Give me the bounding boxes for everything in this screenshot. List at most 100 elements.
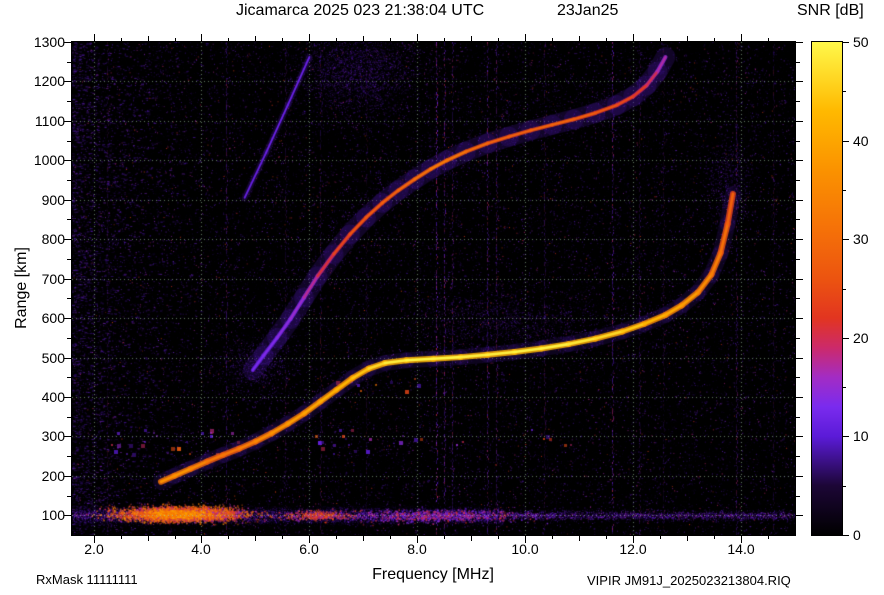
- y-tick: [64, 200, 71, 201]
- x-tick: [282, 536, 283, 539]
- x-tick: [498, 38, 499, 41]
- plot-date: 23Jan25: [557, 2, 619, 19]
- colorbar-tick: [843, 141, 849, 142]
- y-tick: [796, 101, 800, 102]
- y-tick: [796, 42, 803, 43]
- x-tick: [552, 38, 553, 41]
- x-tick-label: 12.0: [619, 541, 647, 557]
- x-tick: [444, 38, 445, 41]
- x-tick: [390, 536, 391, 539]
- y-tick: [796, 121, 803, 122]
- y-tick: [796, 200, 803, 201]
- x-tick: [687, 536, 688, 541]
- colorbar-tick: [843, 486, 846, 487]
- x-tick: [660, 536, 661, 539]
- x-tick: [714, 536, 715, 539]
- y-tick: [64, 160, 71, 161]
- x-tick: [94, 536, 95, 543]
- x-tick: [714, 38, 715, 41]
- y-tick: [796, 141, 800, 142]
- y-tick: [796, 279, 803, 280]
- y-tick: [796, 456, 800, 457]
- y-tick: [796, 259, 800, 260]
- y-tick: [64, 476, 71, 477]
- y-tick: [796, 62, 800, 63]
- x-tick: [579, 36, 580, 41]
- colorbar-tick-label: 10: [853, 428, 869, 444]
- rx-mask-label: RxMask 11111111: [36, 572, 138, 587]
- colorbar-tick: [843, 190, 846, 191]
- colorbar-frame: [811, 41, 843, 536]
- x-tick: [255, 536, 256, 541]
- y-tick: [64, 239, 71, 240]
- x-tick: [741, 34, 742, 41]
- y-tick-label: 300: [41, 428, 65, 444]
- y-tick-label: 700: [41, 271, 65, 287]
- x-tick: [633, 536, 634, 543]
- x-tick: [498, 536, 499, 539]
- y-tick: [796, 476, 803, 477]
- x-tick: [768, 38, 769, 41]
- y-tick-label: 400: [41, 389, 65, 405]
- y-tick: [67, 298, 71, 299]
- y-tick: [796, 298, 800, 299]
- colorbar-tick: [843, 436, 849, 437]
- x-tick: [148, 36, 149, 41]
- y-tick: [796, 180, 800, 181]
- y-tick-label: 600: [41, 310, 65, 326]
- y-tick: [67, 141, 71, 142]
- x-tick: [525, 34, 526, 41]
- colorbar-tick: [843, 239, 849, 240]
- y-tick: [67, 417, 71, 418]
- y-tick: [64, 436, 71, 437]
- y-tick: [796, 377, 800, 378]
- colorbar-tick-label: 0: [853, 527, 861, 543]
- x-tick: [579, 536, 580, 541]
- x-tick: [552, 536, 553, 539]
- y-tick: [67, 62, 71, 63]
- y-tick-label: 100: [41, 507, 65, 523]
- y-tick: [67, 377, 71, 378]
- x-tick: [417, 34, 418, 41]
- x-tick: [606, 38, 607, 41]
- x-tick: [148, 536, 149, 541]
- y-tick: [796, 338, 800, 339]
- x-tick: [390, 38, 391, 41]
- y-tick: [67, 338, 71, 339]
- x-tick-label: 14.0: [727, 541, 755, 557]
- y-tick: [64, 397, 71, 398]
- x-tick: [741, 536, 742, 543]
- x-tick: [94, 34, 95, 41]
- colorbar-tick: [843, 91, 846, 92]
- x-tick: [363, 36, 364, 41]
- y-tick: [796, 417, 800, 418]
- x-axis-label: Frequency [MHz]: [372, 566, 494, 583]
- x-tick: [363, 536, 364, 541]
- y-tick-label: 800: [41, 231, 65, 247]
- x-tick: [201, 34, 202, 41]
- plot-title: Jicamarca 2025 023 21:38:04 UTC: [236, 2, 485, 19]
- y-tick: [64, 121, 71, 122]
- x-tick: [175, 38, 176, 41]
- y-tick: [64, 81, 71, 82]
- y-tick: [64, 318, 71, 319]
- colorbar-tick: [843, 42, 849, 43]
- x-tick-label: 10.0: [511, 541, 539, 557]
- plot-frame: [71, 41, 796, 536]
- x-tick: [471, 36, 472, 41]
- y-tick: [67, 101, 71, 102]
- y-tick: [796, 318, 803, 319]
- colorbar-tick-label: 40: [853, 133, 869, 149]
- x-tick: [471, 536, 472, 541]
- ionogram-canvas: [72, 42, 795, 535]
- x-tick: [121, 536, 122, 539]
- x-tick-label: 4.0: [191, 541, 211, 557]
- y-tick: [796, 358, 803, 359]
- y-tick: [64, 515, 71, 516]
- y-tick: [67, 219, 71, 220]
- y-tick: [796, 436, 803, 437]
- colorbar-tick: [843, 338, 849, 339]
- x-tick: [336, 536, 337, 539]
- x-tick: [309, 34, 310, 41]
- x-tick: [687, 36, 688, 41]
